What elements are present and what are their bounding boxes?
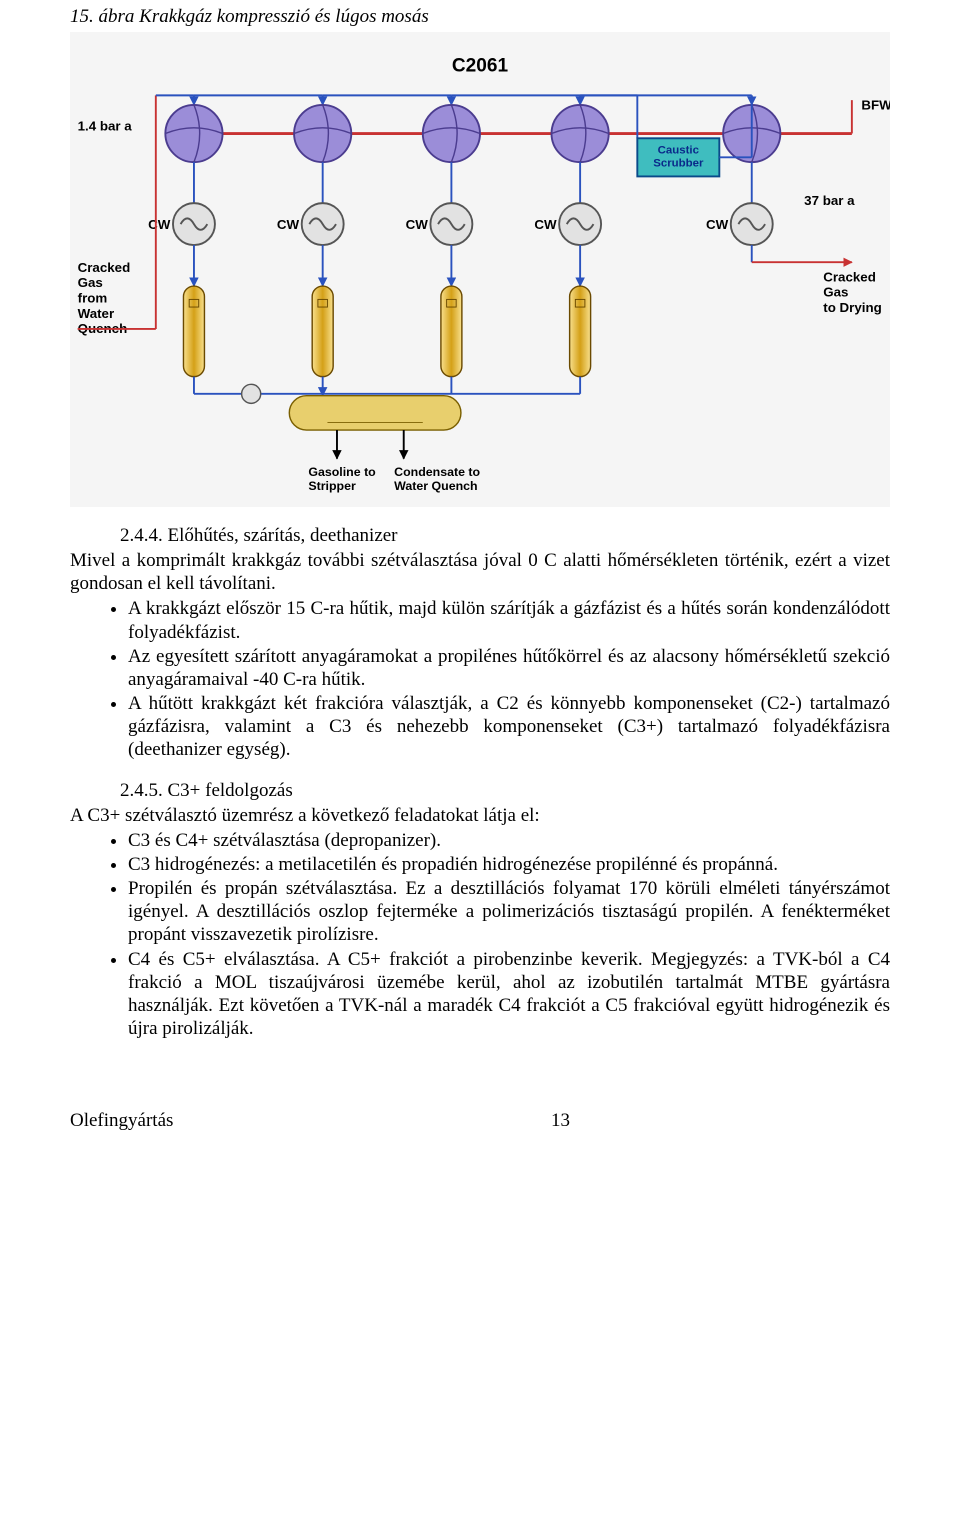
section-2-4-4-intro: Mivel a komprimált krakkgáz további szét…	[70, 549, 890, 595]
section-2-4-4-heading: 2.4.4. Előhűtés, szárítás, deethanizer	[120, 525, 890, 547]
svg-text:1.4 bar a: 1.4 bar a	[78, 119, 133, 134]
svg-text:CW: CW	[406, 217, 429, 232]
section-2-4-4-bullets: A krakkgázt először 15 C-ra hűtik, majd …	[70, 597, 890, 761]
bullet-item: Propilén és propán szétválasztása. Ez a …	[128, 877, 890, 947]
svg-text:Water: Water	[78, 306, 115, 321]
svg-text:CW: CW	[277, 217, 300, 232]
svg-text:Scrubber: Scrubber	[653, 158, 704, 170]
svg-text:Condensate to: Condensate to	[394, 465, 480, 479]
bullet-item: C3 hidrogénezés: a metilacetilén és prop…	[128, 853, 890, 876]
svg-text:Gasoline to: Gasoline to	[308, 465, 376, 479]
svg-text:Gas: Gas	[823, 285, 848, 300]
bullet-item: A krakkgázt először 15 C-ra hűtik, majd …	[128, 597, 890, 643]
svg-text:Water Quench: Water Quench	[394, 479, 477, 493]
footer-page-number: 13	[551, 1110, 570, 1132]
process-diagram: C2061 BFW CW CW CW CW CW CausticScrubber 37 bar …	[70, 32, 890, 507]
svg-text:from: from	[78, 290, 108, 305]
svg-text:CW: CW	[148, 217, 171, 232]
bullet-item: Az egyesített szárított anyagáramokat a …	[128, 645, 890, 691]
svg-text:Gas: Gas	[78, 275, 103, 290]
svg-text:to Drying: to Drying	[823, 300, 882, 315]
section-2-4-5-heading: 2.4.5. C3+ feldolgozás	[120, 780, 890, 802]
svg-text:Stripper: Stripper	[308, 479, 356, 493]
svg-text:C2061: C2061	[452, 56, 509, 77]
section-2-4-5-bullets: C3 és C4+ szétválasztása (depropanizer).…	[70, 829, 890, 1041]
figure-caption: 15. ábra Krakkgáz kompresszió és lúgos m…	[70, 6, 890, 28]
svg-text:CW: CW	[534, 217, 557, 232]
footer-title: Olefingyártás	[70, 1110, 173, 1132]
section-2-4-5-intro: A C3+ szétválasztó üzemrész a következő …	[70, 804, 890, 827]
svg-text:BFW: BFW	[861, 98, 890, 113]
svg-text:Cracked: Cracked	[823, 269, 876, 284]
bullet-item: C4 és C5+ elválasztása. A C5+ frakciót a…	[128, 948, 890, 1041]
svg-text:CW: CW	[706, 217, 729, 232]
svg-text:Caustic: Caustic	[658, 145, 700, 157]
bullet-item: A hűtött krakkgázt két frakcióra választ…	[128, 692, 890, 762]
bullet-item: C3 és C4+ szétválasztása (depropanizer).	[128, 829, 890, 852]
svg-text:Cracked: Cracked	[78, 260, 131, 275]
svg-text:37 bar a: 37 bar a	[804, 193, 855, 208]
